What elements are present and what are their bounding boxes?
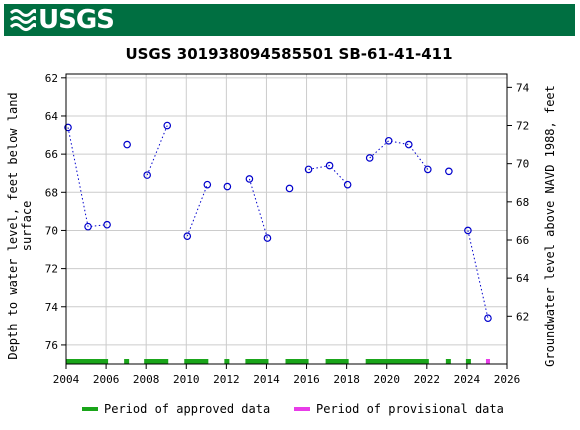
- approved-period-bar: [144, 359, 169, 364]
- legend-approved-label: Period of approved data: [104, 402, 270, 416]
- y-tick-label-left: 62: [45, 72, 58, 85]
- data-point: [203, 180, 212, 189]
- x-tick-label: 2014: [253, 373, 280, 386]
- data-point: [103, 220, 111, 229]
- y-tick-label-left: 76: [45, 339, 58, 352]
- usgs-wave-icon: [10, 9, 36, 31]
- x-tick-label: 2018: [333, 373, 360, 386]
- data-point: [484, 314, 492, 323]
- axes: 2004 2006 2008 2010 2012 2014 2016 2018 2020 2022…: [45, 72, 530, 386]
- plot-frame: [65, 73, 508, 365]
- data-point: [384, 136, 393, 145]
- y-tick-label-right: 64: [516, 272, 530, 285]
- data-point: [365, 154, 374, 162]
- approved-period-bar: [465, 359, 471, 364]
- series-line: [369, 140, 429, 170]
- approved-period-bar: [66, 359, 109, 364]
- x-tick-label: 2008: [133, 373, 160, 386]
- y-tick-label-right: 62: [516, 310, 529, 323]
- x-tick-label: 2006: [93, 373, 120, 386]
- x-tick-label: 2022: [414, 373, 441, 386]
- data-point: [325, 161, 334, 170]
- chart-title: USGS 301938094585501 SB-61-41-411: [125, 45, 452, 63]
- data-point: [84, 222, 92, 231]
- y-tick-label-left: 74: [45, 301, 59, 314]
- y-tick-label-right: 66: [516, 234, 529, 247]
- data-point: [245, 175, 254, 183]
- data-point: [464, 226, 472, 235]
- y-tick-label-right: 72: [516, 120, 529, 133]
- usgs-banner: USGS: [4, 4, 575, 36]
- y-tick-label-left: 64: [45, 110, 59, 123]
- data-point: [445, 167, 453, 176]
- data-point: [183, 232, 192, 240]
- period-bars: [66, 359, 490, 364]
- grid-lines: [65, 74, 508, 364]
- series-line: [67, 127, 108, 228]
- series-line: [467, 230, 489, 319]
- data-point: [123, 140, 131, 149]
- data-point: [163, 121, 172, 130]
- y-axis-label-left-line2: surface: [20, 201, 34, 252]
- usgs-logo-text: USGS: [38, 5, 115, 35]
- approved-period-bar: [445, 359, 451, 364]
- legend-provisional-label: Period of provisional data: [316, 402, 504, 416]
- data-point: [143, 171, 151, 179]
- data-point: [285, 184, 294, 193]
- x-tick-label: 2026: [494, 373, 521, 386]
- series-line: [146, 125, 168, 176]
- approved-period-bar: [124, 359, 130, 364]
- series-line: [308, 165, 349, 186]
- legend: Period of approved data Period of provis…: [82, 402, 504, 416]
- x-tick-label: 2024: [454, 373, 481, 386]
- y-tick-label-right: 70: [516, 158, 529, 171]
- y-tick-label-left: 72: [45, 263, 58, 276]
- x-tick-label: 2020: [373, 373, 400, 386]
- data-point: [343, 180, 352, 189]
- approved-period-bar: [285, 359, 309, 364]
- y-tick-label-right: 74: [516, 81, 530, 94]
- provisional-period-bar: [485, 359, 490, 364]
- data-series: [64, 121, 492, 323]
- usgs-logo: USGS: [10, 5, 115, 35]
- x-tick-label: 2012: [213, 373, 240, 386]
- data-point: [304, 165, 313, 174]
- approved-period-bar: [224, 359, 230, 364]
- series-line: [248, 178, 268, 239]
- approved-period-bar: [365, 359, 429, 364]
- approved-period-bar: [184, 359, 209, 364]
- x-tick-label: 2016: [293, 373, 320, 386]
- data-point: [223, 182, 232, 191]
- y-tick-label-left: 70: [45, 224, 58, 237]
- y-axis-label-left-line1: Depth to water level, feet below land: [6, 92, 20, 359]
- x-tick-label: 2010: [173, 373, 200, 386]
- y-tick-label-left: 68: [45, 186, 58, 199]
- data-point: [263, 234, 272, 242]
- y-tick-label-right: 68: [516, 196, 529, 209]
- y-tick-label-left: 66: [45, 148, 58, 161]
- data-point: [424, 165, 432, 174]
- x-tick-label: 2004: [53, 373, 80, 386]
- approved-period-bar: [245, 359, 269, 364]
- approved-period-bar: [325, 359, 349, 364]
- data-point: [64, 123, 72, 132]
- series-line: [186, 184, 208, 237]
- y-axis-label-right: Groundwater level above NAVD 1988, feet: [543, 85, 557, 367]
- data-point: [404, 140, 413, 149]
